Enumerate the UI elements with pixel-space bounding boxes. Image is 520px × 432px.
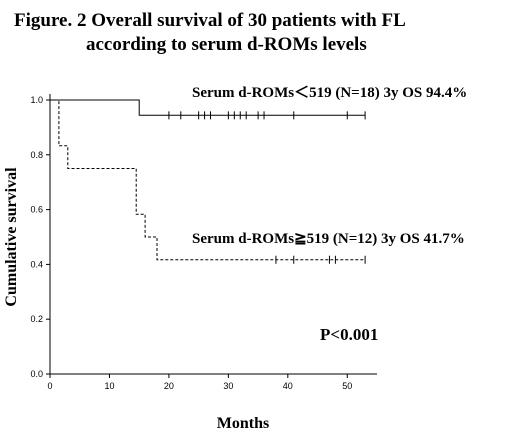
x-tick-label: 10 (104, 381, 114, 391)
axes: 0 10 20 30 40 50 0.0 0.2 0.4 0.6 0.8 1.0 (30, 94, 377, 391)
y-tick-label: 0.2 (30, 314, 43, 324)
x-tick-label: 50 (342, 381, 352, 391)
x-tick-label: 20 (164, 381, 174, 391)
y-tick-label: 0.8 (30, 150, 43, 160)
p-value-annotation: P<0.001 (320, 325, 378, 344)
low-group-annotation: Serum d-ROMs＜519 (N=18) 3y OS 94.4% (192, 85, 467, 101)
y-tick-label: 0.4 (30, 259, 43, 269)
series-layer (50, 99, 366, 264)
y-tick-label: 0.6 (30, 205, 43, 215)
chart-title-line2: according to serum d-ROMs levels (86, 34, 367, 55)
survival-curve-low (50, 99, 366, 116)
x-tick-label: 40 (283, 381, 293, 391)
y-tick-label: 0.0 (30, 369, 43, 379)
high-group-annotation: Serum d-ROMs≧519 (N=12) 3y OS 41.7% (192, 231, 465, 247)
y-axis-label: Cumulative survival (3, 167, 20, 307)
survival-curve-high (50, 99, 366, 261)
x-axis-label: Months (217, 415, 269, 432)
x-tick-label: 0 (47, 381, 52, 391)
y-tick-label: 1.0 (30, 95, 43, 105)
x-tick-label: 30 (223, 381, 233, 391)
chart-title-line1: Figure. 2 Overall survival of 30 patient… (14, 10, 406, 31)
